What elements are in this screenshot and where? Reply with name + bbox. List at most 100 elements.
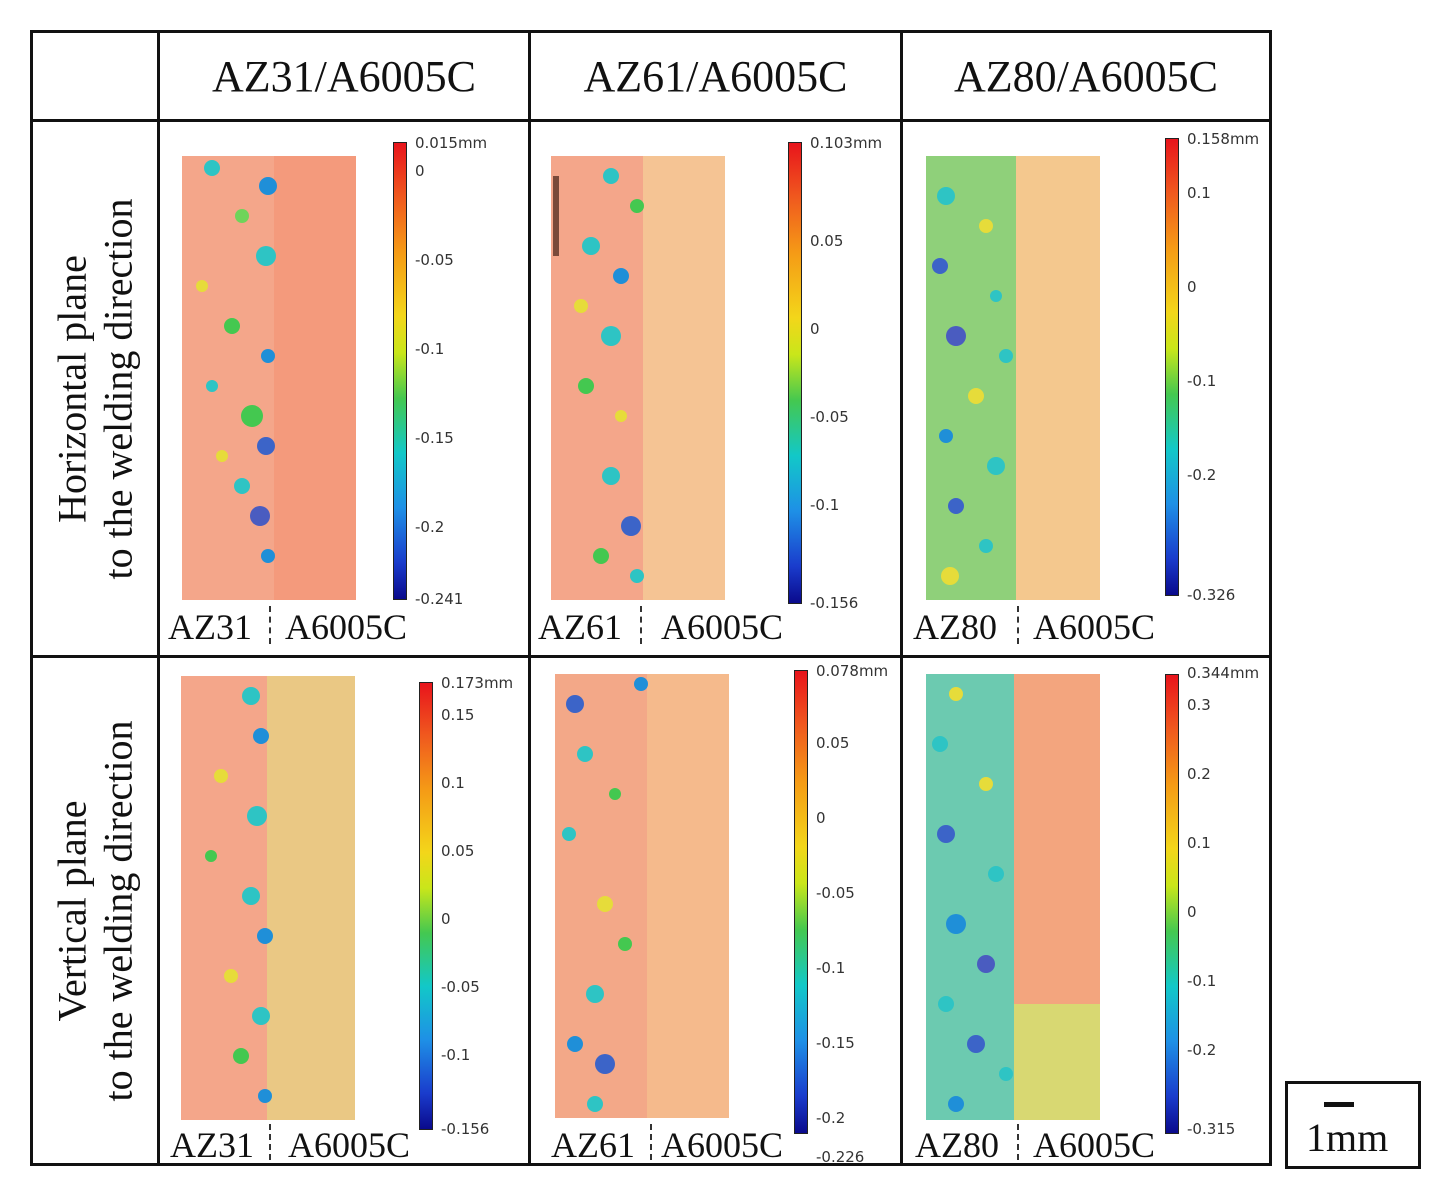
row-label-line2: to the welding direction <box>95 197 141 580</box>
colorbar-tick: -0.226 <box>816 1148 865 1166</box>
column-header-az80: AZ80/A6005C <box>954 51 1218 101</box>
colorbar-tick: 0 <box>415 162 425 180</box>
cell-vertical-az80: 0.344mm 0.3 0.2 0.1 0 -0.1 -0.2 -0.315 A… <box>903 658 1269 1165</box>
colorbar-tick: -0.241 <box>415 590 464 608</box>
left-material-label: AZ61 <box>551 1125 635 1165</box>
scale-bar-label: 1mm <box>1306 1115 1389 1160</box>
cell-vertical-az61: 0.078mm 0.05 0 -0.05 -0.1 -0.15 -0.2 -0.… <box>531 658 900 1166</box>
colorbar-tick: -0.05 <box>415 251 454 269</box>
colorbar-tick: 0.103mm <box>810 134 883 152</box>
colorbar <box>1165 674 1179 1134</box>
column-header-az61: AZ61/A6005C <box>583 51 848 101</box>
left-material-label: AZ80 <box>915 1125 999 1165</box>
row-label-horizontal: Horizontal plane to the welding directio… <box>33 122 157 655</box>
scale-bar-box: 1mm <box>1285 1081 1421 1169</box>
grid-line <box>33 119 1269 122</box>
colorbar-tick: -0.1 <box>415 340 445 358</box>
right-material-label: A6005C <box>661 1125 784 1165</box>
colorbar-tick: -0.1 <box>816 959 846 977</box>
colorbar-tick: 0.3 <box>1187 696 1211 714</box>
colorbar-tick: 0.05 <box>816 734 850 752</box>
row-label-line1: Horizontal plane <box>49 254 95 523</box>
row-label-line1: Vertical plane <box>49 800 95 1022</box>
height-map-image <box>181 676 355 1120</box>
scale-bar <box>1324 1102 1354 1107</box>
colorbar-tick: -0.1 <box>810 496 840 514</box>
left-material-label: AZ61 <box>538 607 622 647</box>
colorbar-tick: -0.2 <box>1187 466 1217 484</box>
right-material-label: A6005C <box>285 607 408 647</box>
colorbar-tick: -0.2 <box>816 1109 846 1127</box>
magnesium-side <box>555 674 647 1118</box>
left-material-label: AZ80 <box>913 607 997 647</box>
colorbar <box>1165 138 1179 596</box>
height-map-image <box>926 674 1100 1120</box>
cell-horizontal-az80: 0.158mm 0.1 0 -0.1 -0.2 -0.326 AZ80 A600… <box>903 122 1269 655</box>
colorbar-tick: 0.2 <box>1187 765 1211 783</box>
left-material-label: AZ31 <box>168 607 252 647</box>
column-header-az31: AZ31/A6005C <box>212 51 476 101</box>
colorbar-tick: -0.1 <box>1187 972 1217 990</box>
colorbar <box>393 142 407 600</box>
height-map-image <box>182 156 356 600</box>
right-material-label: A6005C <box>1033 1125 1156 1165</box>
cell-horizontal-az61: 0.103mm 0.05 0 -0.05 -0.1 -0.156 AZ61 A6… <box>531 122 900 655</box>
colorbar <box>788 142 802 604</box>
colorbar-tick: -0.156 <box>810 594 859 612</box>
colorbar-tick: -0.05 <box>816 884 855 902</box>
colorbar-tick: -0.05 <box>441 978 480 996</box>
colorbar-tick: 0.015mm <box>415 134 488 152</box>
colorbar-tick: 0 <box>441 910 451 928</box>
cell-horizontal-az31: 0.015mm 0 -0.05 -0.1 -0.15 -0.2 -0.241 A… <box>160 122 528 655</box>
right-material-label: A6005C <box>288 1125 411 1165</box>
colorbar-tick: -0.156 <box>441 1120 490 1138</box>
magnesium-side <box>926 156 1016 600</box>
row-label-line2: to the welding direction <box>95 719 141 1102</box>
corrosion-pits <box>562 677 648 1112</box>
corrosion-pits <box>932 187 1013 585</box>
colorbar-tick: 0.078mm <box>816 662 889 680</box>
grid-line <box>528 33 531 1163</box>
colorbar-tick: 0 <box>1187 903 1197 921</box>
left-material-label: AZ31 <box>170 1125 254 1165</box>
colorbar-tick: 0.15 <box>441 706 475 724</box>
height-map-image <box>926 156 1100 600</box>
colorbar <box>419 682 433 1130</box>
corrosion-pits <box>932 687 1013 1112</box>
colorbar-tick: -0.2 <box>415 518 445 536</box>
boundary-divider <box>1017 1124 1019 1160</box>
colorbar-tick: -0.315 <box>1187 1120 1236 1138</box>
right-material-label: A6005C <box>1033 607 1156 647</box>
colorbar-tick: -0.15 <box>816 1034 855 1052</box>
colorbar-tick: -0.1 <box>441 1046 471 1064</box>
colorbar-tick: 0.1 <box>1187 834 1211 852</box>
corrosion-pits <box>574 168 644 583</box>
boundary-divider <box>269 606 271 644</box>
colorbar-tick: 0.173mm <box>441 674 514 692</box>
colorbar-tick: 0 <box>816 809 826 827</box>
cell-vertical-az31: 0.173mm 0.15 0.1 0.05 0 -0.05 -0.1 -0.15… <box>160 658 528 1165</box>
grid-line <box>900 33 903 1163</box>
colorbar-tick: 0.05 <box>441 842 475 860</box>
boundary-divider <box>1017 606 1019 644</box>
magnesium-side <box>182 156 274 600</box>
colorbar-tick: -0.2 <box>1187 1041 1217 1059</box>
height-map-image <box>551 156 725 600</box>
colorbar-tick: 0 <box>810 320 820 338</box>
grid-line <box>157 33 160 1163</box>
colorbar-tick: 0.1 <box>441 774 465 792</box>
colorbar-tick: 0.05 <box>810 232 844 250</box>
colorbar-tick: 0.158mm <box>1187 130 1260 148</box>
colorbar-tick: 0.344mm <box>1187 664 1260 682</box>
row-label-vertical: Vertical plane to the welding direction <box>33 658 157 1163</box>
colorbar <box>794 670 808 1134</box>
height-map-image <box>555 674 729 1118</box>
right-material-label: A6005C <box>661 607 784 647</box>
colorbar-tick: -0.1 <box>1187 372 1217 390</box>
corrosion-pits <box>205 687 273 1103</box>
colorbar-tick: -0.326 <box>1187 586 1236 604</box>
corrosion-pits <box>196 160 277 563</box>
figure-table: AZ31/A6005C AZ61/A6005C AZ80/A6005C Hori… <box>30 30 1272 1166</box>
boundary-divider <box>640 606 642 644</box>
colorbar-tick: 0 <box>1187 278 1197 296</box>
